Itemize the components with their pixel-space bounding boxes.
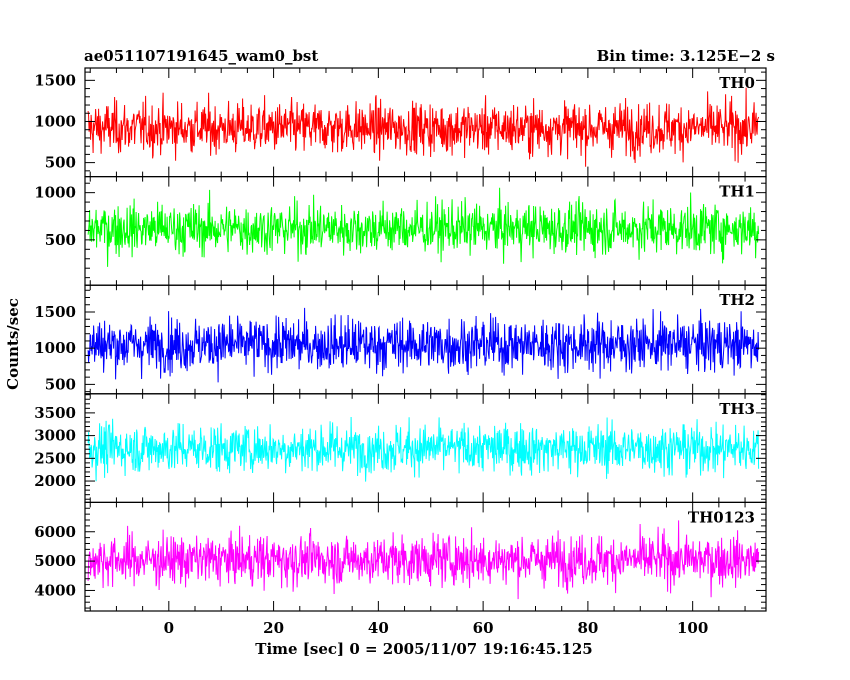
series-th1: [87, 187, 760, 267]
series-th3: [87, 416, 760, 482]
chart-title-right: Bin time: 3.125E−2 s: [597, 47, 775, 65]
y-tick-label: 500: [45, 375, 76, 393]
panel-th0: 500 1000 1500 TH0: [34, 67, 767, 178]
y-tick-label: 500: [45, 154, 76, 172]
y-axis-label: Counts/sec: [4, 298, 22, 390]
x-tick-label: 80: [577, 619, 598, 637]
x-tick-label: 20: [263, 619, 284, 637]
y-tick-label: 5000: [34, 552, 76, 570]
y-tick-label: 1000: [34, 339, 76, 357]
y-tick-label: 1500: [34, 71, 76, 89]
panel-label: TH0123: [688, 508, 755, 526]
x-tick-label: 0: [164, 619, 174, 637]
panel-th1: 500 1000 TH1: [34, 176, 767, 286]
y-tick-label: 6000: [34, 523, 76, 541]
y-tick-label: 1000: [34, 112, 76, 130]
panel-th0123: 4000 5000 6000 TH0123: [34, 501, 767, 612]
x-tick-label: 60: [473, 619, 494, 637]
y-tick-label: 2500: [34, 449, 76, 467]
panel-label: TH1: [719, 183, 755, 201]
y-tick-label: 3500: [34, 404, 76, 422]
series-th0: [87, 87, 760, 167]
panel-th2: 500 1000 1500 TH2: [34, 284, 767, 395]
x-axis-label: Time [sec] 0 = 2005/11/07 19:16:45.125: [255, 640, 592, 658]
series-th2: [87, 307, 760, 383]
x-tick-label: 40: [368, 619, 389, 637]
chart-title-left: ae051107191645_wam0_bst: [84, 47, 318, 65]
panel-label: TH0: [719, 74, 755, 92]
y-tick-label: 1000: [34, 184, 76, 202]
series-th0123: [87, 520, 760, 600]
y-tick-label: 2000: [34, 472, 76, 490]
y-tick-label: 4000: [34, 581, 76, 599]
panel-frame: [84, 501, 767, 612]
x-tick-label: 100: [677, 619, 708, 637]
y-tick-label: 1500: [34, 303, 76, 321]
panel-label: TH3: [719, 400, 755, 418]
panel-frame: [84, 176, 767, 286]
y-tick-label: 500: [45, 231, 76, 249]
panel-label: TH2: [719, 291, 755, 309]
y-tick-label: 3000: [34, 427, 76, 445]
panel-th3: 2000 2500 3000 3500 TH3: [34, 393, 767, 503]
